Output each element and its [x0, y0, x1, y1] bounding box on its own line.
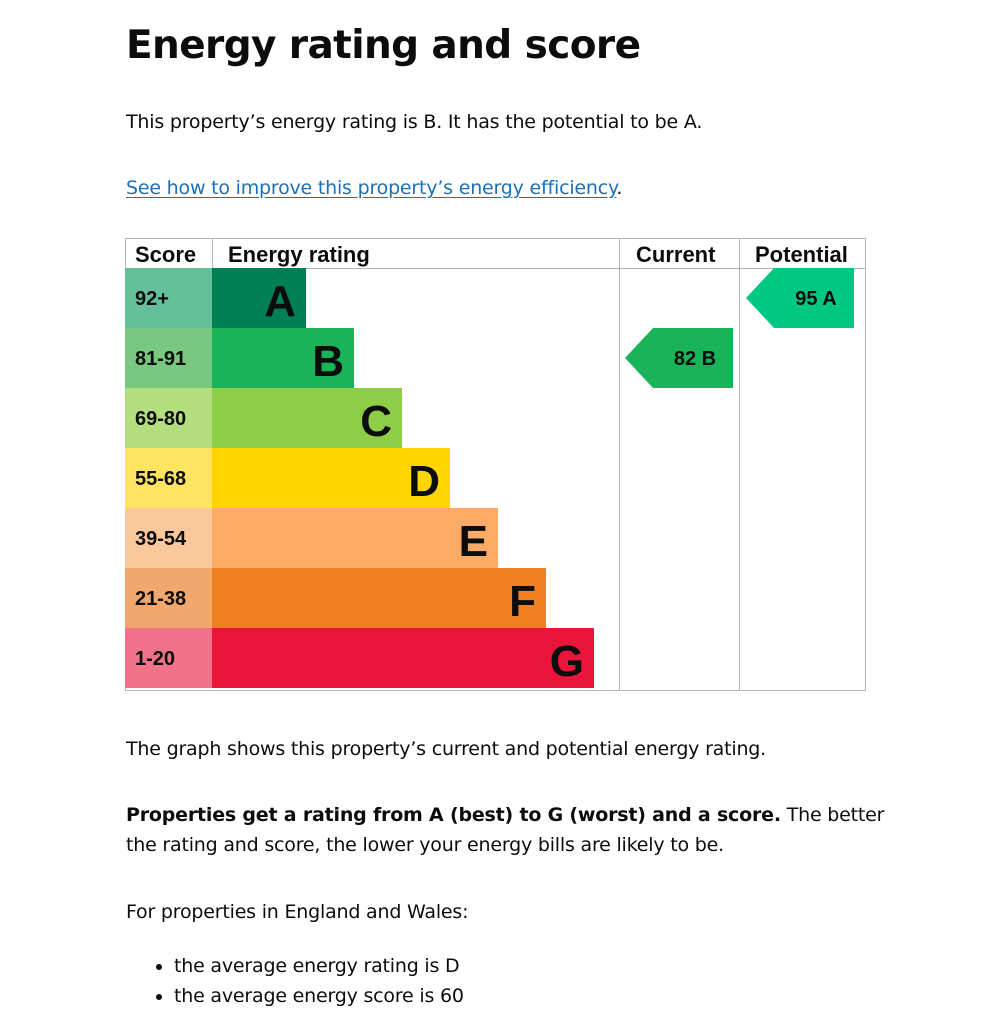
- score-range-d: 55-68: [135, 468, 186, 490]
- score-cell-c: [125, 388, 212, 448]
- rating-bar-f: [212, 568, 546, 628]
- score-range-b: 81-91: [135, 348, 186, 370]
- rating-letter-a: A: [264, 277, 296, 326]
- energy-rating-summary: This property’s energy rating is B. It h…: [126, 111, 703, 133]
- rating-letter-d: D: [408, 457, 440, 506]
- rating-letter-c: C: [360, 397, 392, 446]
- page-title: Energy rating and score: [126, 23, 641, 68]
- rating-bar-d: [212, 448, 450, 508]
- score-range-e: 39-54: [135, 528, 187, 550]
- current-rating-label: 82 B: [674, 348, 716, 370]
- rating-bar-b: [212, 328, 354, 388]
- potential-rating-label: 95 A: [795, 288, 837, 310]
- score-range-a: 92+: [135, 288, 169, 310]
- score-cell-d: [125, 448, 212, 508]
- rating-bar-g: [212, 628, 594, 688]
- rating-letter-f: F: [509, 577, 536, 626]
- score-cell-e: [125, 508, 212, 568]
- score-range-f: 21-38: [135, 588, 186, 610]
- rating-bar-e: [212, 508, 498, 568]
- score-cell-g: [125, 628, 212, 688]
- improve-paragraph: See how to improve this property’s energ…: [126, 173, 622, 203]
- header-energy-rating: Energy rating: [228, 242, 370, 267]
- ratings-explanation: Properties get a rating from A (best) to…: [126, 800, 886, 860]
- energy-rating-graph: Score Energy rating Current Potential 92+ A 81…: [125, 238, 866, 691]
- header-potential: Potential: [755, 242, 848, 267]
- rating-letter-b: B: [312, 337, 344, 386]
- header-current: Current: [636, 242, 716, 267]
- average-rating-item: the average energy rating is D: [174, 951, 464, 981]
- score-cell-b: [125, 328, 212, 388]
- average-score-item: the average energy score is 60: [174, 981, 464, 1011]
- ratings-explanation-bold: Properties get a rating from A (best) to…: [126, 804, 781, 826]
- graph-description: The graph shows this property’s current …: [126, 738, 766, 760]
- rating-letter-g: G: [550, 637, 584, 686]
- rating-letter-e: E: [459, 517, 488, 566]
- score-cell-f: [125, 568, 212, 628]
- potential-rating-arrow: [746, 268, 854, 328]
- header-score: Score: [135, 242, 196, 267]
- score-range-g: 1-20: [135, 648, 175, 670]
- current-rating-arrow: [625, 328, 733, 388]
- link-full-stop: .: [616, 177, 623, 199]
- score-cell-a: [125, 268, 212, 328]
- rating-bar-a: [212, 268, 306, 328]
- averages-intro: For properties in England and Wales:: [126, 901, 469, 923]
- averages-list: the average energy rating is D the avera…: [150, 951, 464, 1011]
- rating-bar-c: [212, 388, 402, 448]
- ratings-explanation-rest: The better the rating and score, the low…: [126, 804, 885, 856]
- score-range-c: 69-80: [135, 408, 186, 430]
- improve-efficiency-link[interactable]: See how to improve this property’s energ…: [126, 177, 617, 199]
- energy-rating-chart: Score Energy rating Current Potential 92+ A 81…: [125, 238, 866, 691]
